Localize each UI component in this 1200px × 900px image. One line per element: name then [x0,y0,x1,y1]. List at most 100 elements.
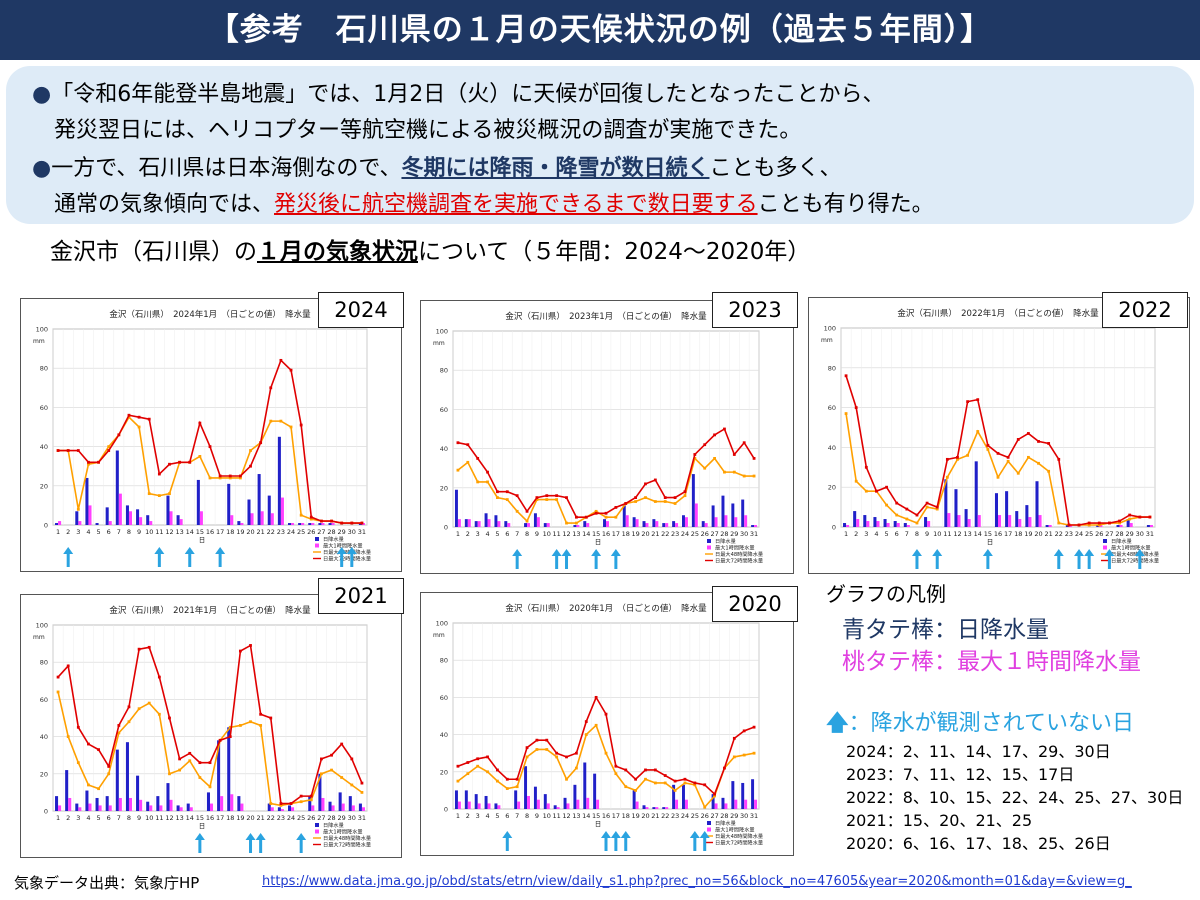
line-72h-point [198,761,202,765]
daily-precip-bar [883,519,887,527]
line-48h-point [466,460,470,464]
line-72h-point [87,460,90,464]
line-48h-point [854,479,858,483]
daily-precip-bar [494,803,498,809]
line-48h-point [565,521,568,525]
x-tick-label: 21 [651,812,659,820]
line-48h-point [1037,461,1040,465]
line-48h-point [673,502,677,505]
x-tick-label: 15 [196,528,204,536]
legend-title: グラフの凡例 [826,582,946,606]
hourly-max-bar [331,523,335,525]
line-72h-point [515,777,519,781]
x-tick-label: 11 [155,528,163,536]
bullet-icon: ● [32,82,52,107]
daily-precip-bar [553,805,557,809]
x-tick-label: 31 [750,812,758,820]
daily-precip-bar [166,495,170,525]
line-72h-point [693,453,697,456]
hourly-max-bar [58,805,62,811]
x-tick-label: 22 [661,530,669,538]
x-tick-label: 12 [953,530,961,538]
x-tick-label: 9 [137,814,141,822]
y-axis-label: mm [433,340,445,347]
daily-precip-bar [267,495,271,525]
x-tick-label: 13 [572,530,580,538]
line-72h-point [1108,521,1111,525]
legend-entry: 日最大72時間降水量 [323,555,371,563]
hourly-max-bar [856,519,860,527]
x-tick-label: 24 [287,528,295,536]
chart-panel-2023: 金沢（石川県） 2023年1月 （日ごとの値） 降水量 mm 0 20 40 60 80 10… [420,300,794,574]
x-tick-label: 16 [994,530,1002,538]
x-tick-label: 5 [495,530,499,538]
legend-entry: 日最大48時間降水量 [323,834,371,842]
y-tick-label: 60 [440,694,448,702]
line-48h-point [56,690,60,694]
x-tick-label: 29 [730,812,738,820]
legend-swatch [315,829,319,834]
x-tick-label: 14 [186,528,194,536]
legend-swatch [707,539,711,543]
line-48h-point [330,768,333,772]
line-72h-point [1037,440,1040,443]
line-72h-point [614,506,618,509]
line-48h-point [1128,517,1132,521]
line-48h-point [476,764,480,768]
line-48h-point [340,776,344,779]
hourly-max-bar [128,511,133,525]
daily-precip-bar [237,521,241,525]
line-72h-point [624,768,628,772]
x-tick-label: 10 [145,814,153,822]
arrow-up-icon [1084,549,1095,556]
line-48h-point [228,725,232,729]
y-tick-label: 100 [436,328,448,336]
x-tick-label: 26 [701,530,709,538]
line-72h-point [127,413,131,417]
line-72h-point [476,757,480,761]
hourly-max-bar [179,519,183,525]
arrow-up-icon [346,547,357,554]
line-72h-point [663,774,667,777]
hourly-max-bar [78,807,82,811]
subtitle-pre: 金沢市（石川県）の [50,239,257,265]
hourly-max-bar [507,523,511,527]
line-72h-point [299,423,303,427]
year-tag: 2021 [318,578,404,614]
line-48h-point [1057,521,1061,525]
hourly-max-bar [724,803,728,809]
y-tick-label: 40 [440,445,448,453]
hourly-max-bar [1048,525,1052,527]
line-72h-point [178,460,182,464]
hourly-max-bar [108,805,112,811]
x-tick-label: 14 [582,812,590,820]
legend-entry: 最大1時間降水量 [323,542,363,550]
source-link[interactable]: https://www.data.jma.go.jp/obd/stats/etr… [262,874,1132,889]
line-72h-point [496,768,499,772]
daily-precip-bar [924,517,928,527]
line-72h-point [147,417,151,421]
daily-precip-bar [964,509,968,527]
hourly-max-bar [1119,525,1123,527]
daily-precip-bar [682,515,685,527]
line-48h-point [986,447,990,451]
daily-precip-bar [176,805,180,811]
x-tick-label: 30 [740,530,748,538]
x-tick-label: 28 [1115,530,1123,538]
hourly-max-bar [270,513,274,525]
arrow-up-icon [296,833,307,840]
arrow-up-icon [184,547,195,554]
daily-precip-bar [1045,525,1049,527]
x-tick-label: 11 [553,530,561,538]
hourly-max-bar [886,523,890,527]
line-72h-point [208,445,212,448]
x-tick-label: 19 [236,814,244,822]
line-72h-point [565,755,568,759]
line-48h-point [634,789,638,792]
hourly-max-bar [704,523,708,527]
legend-hourly-bar: 桃タテ棒：最大１時間降水量 [842,649,1141,675]
chart-svg: 金沢（石川県） 2022年1月 （日ごとの値） 降水量 mm 0 20 40 60 80 10… [821,308,1159,569]
legend-swatch [315,537,319,541]
line-72h-point [683,777,687,781]
line-48h-point [644,777,647,781]
